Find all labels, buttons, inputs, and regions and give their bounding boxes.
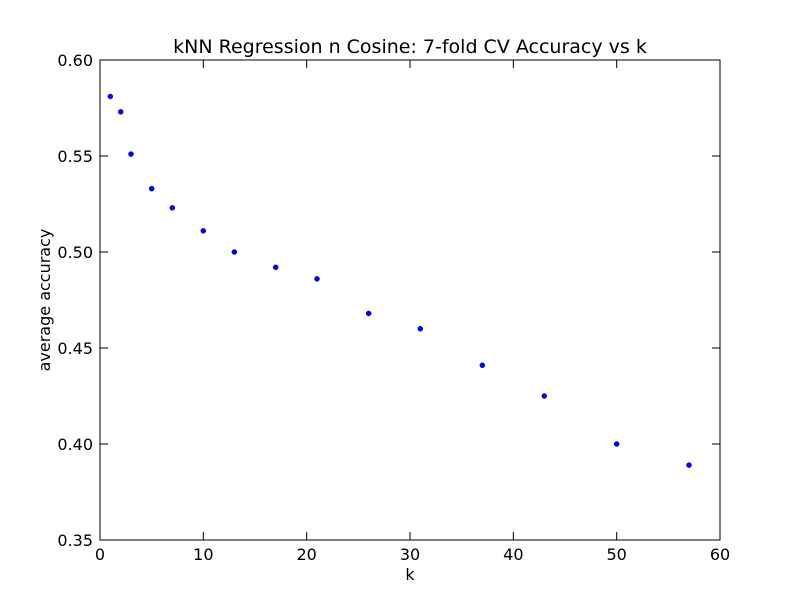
data-point (128, 151, 134, 157)
x-tick-label: 30 (400, 545, 420, 564)
data-point (200, 228, 207, 234)
chart-title: kNN Regression n Cosine: 7-fold CV Accur… (173, 36, 647, 58)
y-tick-label: 0.40 (57, 435, 93, 454)
data-point (231, 249, 238, 255)
plot-area: 0 10 20 30 40 50 60 0.35 0.40 0.45 0.50 0.55 0.60 (57, 51, 730, 564)
data-point (613, 441, 620, 447)
data-point (479, 362, 486, 369)
x-tick-label: 50 (606, 545, 626, 564)
data-point (686, 462, 692, 468)
y-tick-label: 0.60 (57, 51, 93, 70)
x-tick-label: 40 (503, 545, 523, 564)
x-tick-label: 10 (193, 545, 213, 564)
x-tick-label: 60 (710, 545, 730, 564)
x-tick-label: 20 (296, 545, 316, 564)
data-point (169, 205, 176, 211)
y-tick-label: 0.55 (57, 147, 93, 166)
x-axis-label: k (405, 565, 415, 584)
y-tick-label: 0.45 (57, 339, 93, 358)
data-point (314, 276, 320, 282)
y-axis-label: average accuracy (35, 229, 54, 372)
y-tick-label: 0.35 (57, 531, 93, 550)
data-point (107, 93, 114, 100)
data-point (417, 326, 424, 332)
data-point (117, 109, 124, 115)
data-point (365, 310, 372, 317)
data-point (148, 185, 155, 192)
data-point (541, 393, 548, 399)
data-point (272, 264, 279, 271)
y-tick-label: 0.50 (57, 243, 93, 262)
x-tick-label: 0 (95, 545, 105, 564)
